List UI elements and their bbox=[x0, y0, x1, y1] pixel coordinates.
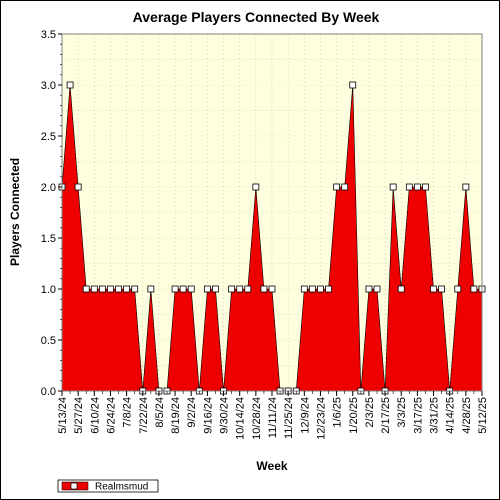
data-point-marker bbox=[341, 183, 349, 191]
data-point-marker bbox=[349, 81, 357, 89]
x-tick-label: 8/5/24 bbox=[154, 397, 166, 428]
x-tick-label: 9/30/24 bbox=[219, 397, 231, 434]
data-point-marker bbox=[317, 285, 324, 293]
x-tick-label: 1/6/25 bbox=[332, 397, 344, 428]
data-point-marker bbox=[430, 285, 437, 293]
data-point-marker bbox=[300, 285, 308, 293]
data-point-marker bbox=[123, 285, 131, 293]
data-point-marker bbox=[74, 183, 82, 191]
x-tick-label: 9/2/24 bbox=[186, 397, 198, 428]
data-point-marker bbox=[171, 285, 179, 293]
x-tick-label: 11/11/24 bbox=[267, 397, 279, 438]
x-tick-label: 5/12/25 bbox=[477, 397, 489, 434]
x-tick-label: 3/17/25 bbox=[412, 397, 424, 434]
y-tick-label: 1.5 bbox=[41, 233, 56, 245]
y-tick-label: 3.5 bbox=[41, 29, 56, 41]
x-tick-label: 6/24/24 bbox=[105, 397, 117, 434]
y-tick-label: 1.0 bbox=[41, 284, 56, 296]
data-point-marker bbox=[373, 285, 381, 293]
data-point-marker bbox=[212, 285, 219, 293]
data-point-marker bbox=[179, 285, 187, 293]
data-point-marker bbox=[422, 183, 429, 191]
x-tick-label: 2/17/25 bbox=[380, 397, 392, 434]
legend-entry-label: Realmsmud bbox=[95, 482, 148, 493]
data-point-marker bbox=[438, 285, 446, 293]
data-point-marker bbox=[244, 285, 252, 293]
y-tick-label: 0.5 bbox=[41, 335, 56, 347]
data-point-marker bbox=[397, 285, 405, 293]
data-point-marker bbox=[131, 285, 139, 293]
data-point-marker bbox=[405, 183, 413, 191]
legend-marker-icon bbox=[70, 482, 78, 490]
data-point-marker bbox=[203, 285, 211, 293]
x-tick-label: 4/28/25 bbox=[461, 397, 473, 434]
x-tick-label: 12/9/24 bbox=[299, 397, 311, 434]
data-point-marker bbox=[268, 285, 276, 293]
data-point-marker bbox=[147, 285, 155, 293]
data-point-marker bbox=[107, 285, 114, 293]
y-tick-label: 3.0 bbox=[41, 80, 56, 92]
data-point-marker bbox=[236, 285, 244, 293]
data-point-marker bbox=[462, 183, 470, 191]
data-point-marker bbox=[82, 285, 90, 293]
x-tick-label: 9/16/24 bbox=[202, 397, 214, 434]
data-point-marker bbox=[470, 285, 478, 293]
x-tick-label: 10/14/24 bbox=[235, 397, 247, 440]
x-tick-label: 11/25/24 bbox=[283, 397, 295, 439]
chart-title: Average Players Connected By Week bbox=[133, 9, 380, 25]
data-point-marker bbox=[260, 285, 268, 293]
x-tick-label: 7/8/24 bbox=[122, 397, 134, 428]
data-point-marker bbox=[413, 183, 421, 191]
data-point-marker bbox=[115, 285, 122, 293]
plot-area: 0.0 0.5 1.0 1.5 2.0 2.5 3.0 3.5 5/13/24 5/27/24 6/… bbox=[41, 29, 489, 440]
y-axis-label: Players Connected bbox=[8, 158, 22, 266]
data-point-marker bbox=[308, 285, 316, 293]
x-tick-label: 6/10/24 bbox=[89, 397, 101, 434]
data-point-marker bbox=[252, 183, 260, 191]
data-point-marker bbox=[454, 285, 462, 293]
data-point-marker bbox=[98, 285, 106, 293]
x-tick-label: 12/23/24 bbox=[315, 397, 327, 440]
data-point-marker bbox=[187, 285, 195, 293]
x-tick-label: 7/22/24 bbox=[138, 397, 150, 434]
x-tick-label: 5/13/24 bbox=[57, 397, 69, 434]
x-tick-label: 3/3/25 bbox=[396, 397, 408, 428]
data-point-marker bbox=[333, 183, 341, 191]
data-point-marker bbox=[66, 81, 74, 89]
x-tick-label: 4/14/25 bbox=[445, 397, 457, 434]
x-tick-label: 10/28/24 bbox=[251, 397, 263, 440]
y-tick-label: 0.0 bbox=[41, 386, 56, 398]
data-point-marker bbox=[325, 285, 332, 293]
data-point-marker bbox=[228, 285, 236, 293]
x-tick-label: 3/31/25 bbox=[429, 397, 441, 434]
x-tick-label: 1/20/25 bbox=[348, 397, 360, 434]
data-point-marker bbox=[90, 285, 98, 293]
x-tick-label: 8/19/24 bbox=[170, 397, 182, 434]
legend: Realmsmud bbox=[57, 479, 159, 493]
x-axis-label: Week bbox=[256, 459, 287, 473]
x-tick-label: 2/3/25 bbox=[364, 397, 376, 428]
data-point-marker bbox=[365, 285, 373, 293]
y-tick-label: 2.5 bbox=[41, 131, 56, 143]
x-tick-label: 5/27/24 bbox=[73, 397, 85, 434]
data-point-marker bbox=[389, 183, 397, 191]
y-tick-label: 2.0 bbox=[41, 182, 56, 194]
